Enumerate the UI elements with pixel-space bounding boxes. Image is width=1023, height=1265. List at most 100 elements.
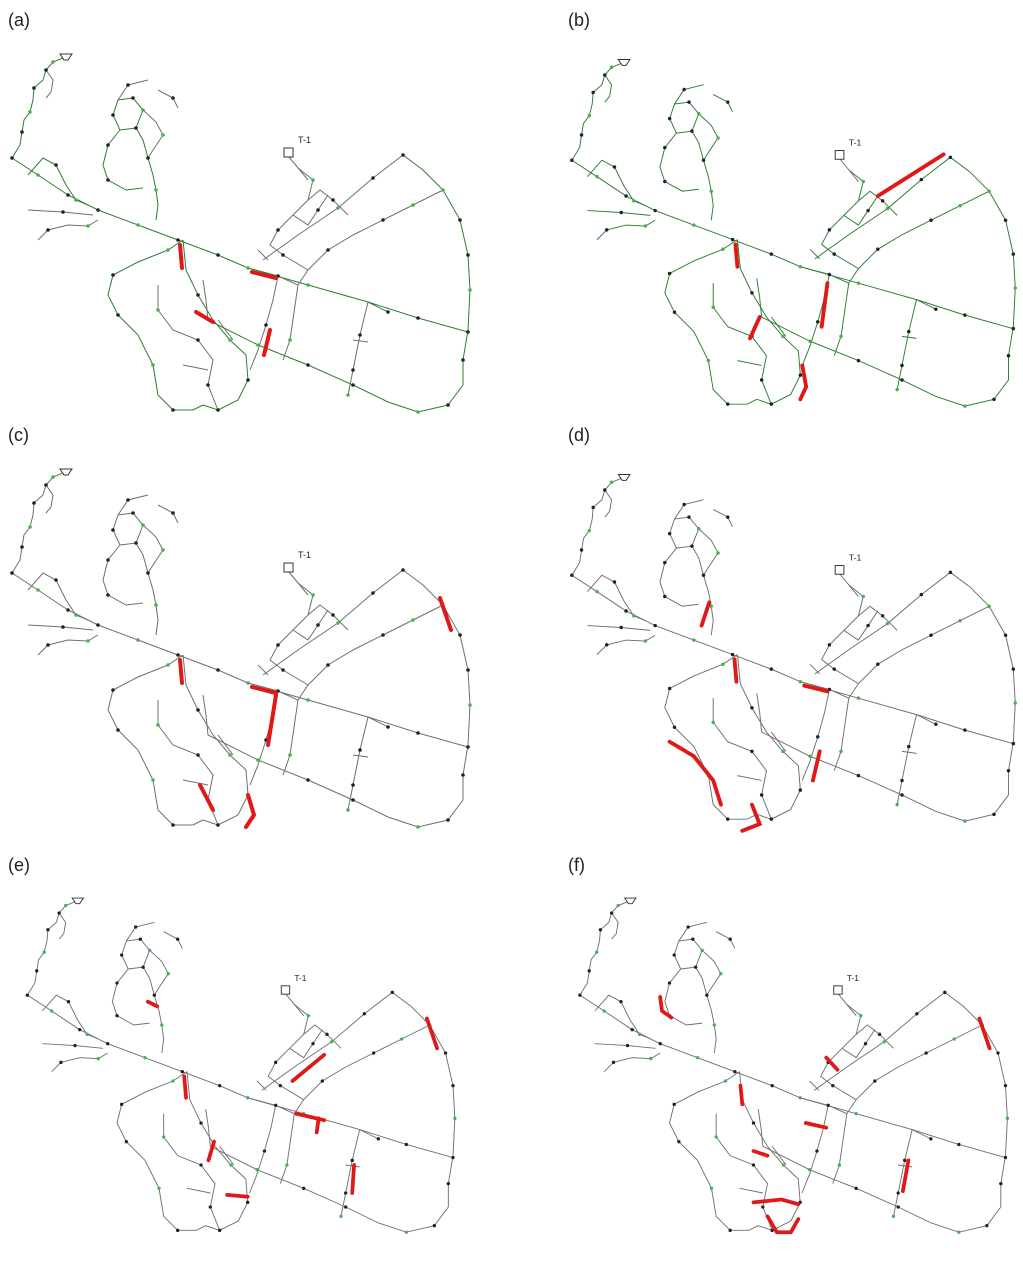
junction-node <box>837 1163 842 1167</box>
junction-node <box>691 937 695 941</box>
junction-node <box>111 528 115 532</box>
junction-node <box>343 1205 348 1209</box>
junction-node <box>166 971 171 976</box>
junction-node <box>106 143 110 147</box>
junction-node <box>325 1032 329 1037</box>
pipe-segment <box>916 299 937 310</box>
tank-label: T-1 <box>849 553 862 563</box>
pipe-segment <box>813 991 946 1091</box>
junction-node <box>143 1055 147 1060</box>
pipe-segment <box>288 156 309 181</box>
pipe-segment <box>392 991 456 1207</box>
junction-node <box>832 252 836 256</box>
junction-node <box>446 818 450 822</box>
pipe-segment <box>45 484 54 514</box>
junction-node <box>66 608 70 612</box>
junction-node <box>1011 252 1016 256</box>
junction-node <box>612 580 617 584</box>
junction-node <box>255 1167 259 1172</box>
pipe-segment <box>102 544 144 606</box>
junction-node <box>416 731 420 735</box>
junction-node <box>992 812 996 817</box>
junction-node <box>116 728 120 732</box>
junction-node <box>663 560 667 565</box>
junction-node <box>603 488 607 492</box>
junction-node <box>20 130 24 134</box>
junction-node <box>677 1139 681 1144</box>
junction-node <box>711 720 715 725</box>
junction-node <box>1003 1155 1008 1160</box>
junction-node <box>781 334 785 339</box>
junction-node <box>217 1228 222 1233</box>
junction-node <box>725 100 730 104</box>
junction-node <box>136 223 140 227</box>
pipe-segment <box>809 248 821 260</box>
junction-node <box>709 604 714 608</box>
pipe-segment <box>202 279 209 321</box>
junction-node <box>85 1032 89 1037</box>
junction-node <box>687 515 691 519</box>
pipe-segment <box>594 994 652 1040</box>
pipe-segment <box>186 1187 211 1194</box>
junction-node <box>196 708 200 712</box>
junction-node <box>453 1116 457 1121</box>
junction-node <box>358 748 362 752</box>
junction-node <box>759 378 764 382</box>
junction-node <box>381 218 385 222</box>
pipe-segment <box>11 57 64 159</box>
junction-node <box>619 210 623 215</box>
highlighted-pipe <box>350 1163 356 1195</box>
junction-node <box>587 969 591 973</box>
pipe-segment <box>838 993 857 1016</box>
pipe-segment <box>664 239 757 405</box>
pipe-segment <box>163 931 183 949</box>
junction-node <box>229 1163 233 1167</box>
junction-node <box>1013 286 1017 290</box>
junction-node <box>51 475 55 479</box>
junction-node <box>176 653 180 657</box>
junction-node <box>386 725 390 729</box>
pipe-segment <box>402 569 471 800</box>
junction-node <box>682 87 686 92</box>
junction-node <box>798 264 803 269</box>
junction-node <box>316 208 320 212</box>
pipe-segment <box>27 572 89 621</box>
highlighted-pipe <box>178 243 184 270</box>
junction-node <box>124 1139 129 1144</box>
junction-node <box>138 937 143 941</box>
junction-node <box>929 218 933 222</box>
pipe-segment <box>911 1129 932 1140</box>
highlighted-pipe <box>262 328 272 357</box>
junction-node <box>458 218 462 222</box>
junction-node <box>859 1013 863 1018</box>
junction-node <box>999 1181 1003 1186</box>
pipe-segment <box>843 195 879 226</box>
pipe-segment <box>848 190 990 284</box>
junction-node <box>987 189 991 193</box>
junction-node <box>326 248 330 252</box>
pipe-segment <box>809 663 821 675</box>
pipe-segment <box>347 301 369 396</box>
junction-node <box>416 825 420 829</box>
pipe-segment <box>307 604 349 631</box>
junction-node <box>141 965 145 969</box>
junction-node <box>306 778 310 782</box>
tank-icon <box>834 565 845 575</box>
junction-node <box>371 176 375 180</box>
junction-node <box>701 158 706 162</box>
pipe-segment <box>261 991 393 1091</box>
pipe-segment <box>135 127 159 221</box>
junction-node <box>461 773 465 777</box>
junction-node <box>362 1012 367 1016</box>
junction-node <box>32 501 36 505</box>
junction-node <box>900 778 904 783</box>
junction-node <box>451 1083 455 1088</box>
junction-node <box>700 948 704 953</box>
pipe-segment <box>297 604 444 701</box>
junction-node <box>595 174 599 179</box>
tank-label: T-1 <box>298 550 311 560</box>
junction-node <box>816 735 820 739</box>
pipe-segment <box>594 1043 656 1049</box>
junction-node <box>587 113 592 118</box>
tank-icon <box>833 985 843 995</box>
